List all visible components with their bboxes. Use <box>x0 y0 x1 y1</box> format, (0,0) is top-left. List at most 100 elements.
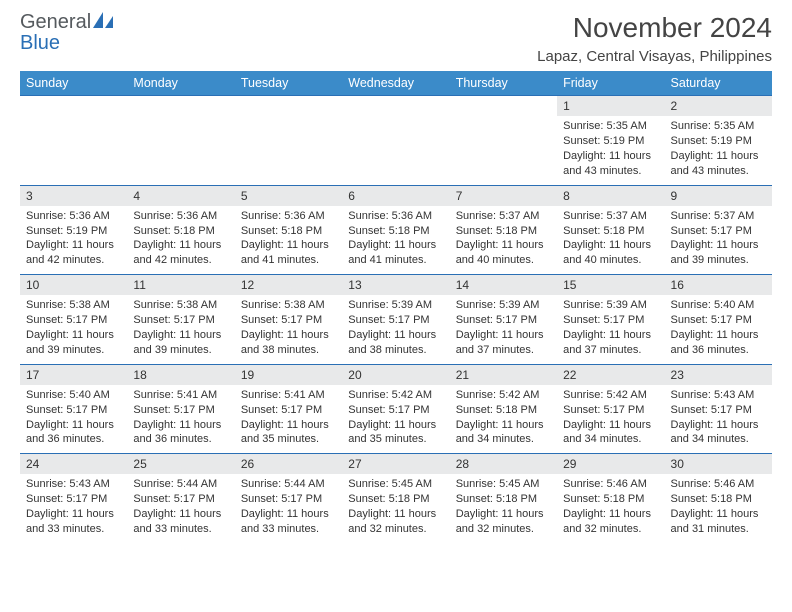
sunset-text: Sunset: 5:17 PM <box>133 492 228 507</box>
sunset-text: Sunset: 5:17 PM <box>671 313 766 328</box>
calendar-day-cell <box>342 96 449 186</box>
sunrise-text: Sunrise: 5:39 AM <box>563 298 658 313</box>
weekday-header: Sunday <box>20 71 127 96</box>
daylight-line2: and 40 minutes. <box>563 253 658 268</box>
daylight-line2: and 40 minutes. <box>456 253 551 268</box>
calendar-day-cell: 11Sunrise: 5:38 AMSunset: 5:17 PMDayligh… <box>127 275 234 365</box>
day-number: 22 <box>557 365 664 385</box>
calendar-day-cell: 1Sunrise: 5:35 AMSunset: 5:19 PMDaylight… <box>557 96 664 186</box>
sunset-text: Sunset: 5:19 PM <box>563 134 658 149</box>
page-title: November 2024 <box>537 12 772 44</box>
day-number: 19 <box>235 365 342 385</box>
daylight-line1: Daylight: 11 hours <box>456 238 551 253</box>
calendar-day-cell <box>20 96 127 186</box>
sunset-text: Sunset: 5:17 PM <box>133 403 228 418</box>
day-number: 30 <box>665 454 772 474</box>
daylight-line2: and 41 minutes. <box>241 253 336 268</box>
day-number: 5 <box>235 186 342 206</box>
day-number: 25 <box>127 454 234 474</box>
calendar-day-cell <box>450 96 557 186</box>
day-content: Sunrise: 5:41 AMSunset: 5:17 PMDaylight:… <box>235 385 342 453</box>
day-content: Sunrise: 5:46 AMSunset: 5:18 PMDaylight:… <box>665 474 772 542</box>
sunset-text: Sunset: 5:17 PM <box>563 313 658 328</box>
daylight-line2: and 34 minutes. <box>456 432 551 447</box>
sunrise-text: Sunrise: 5:40 AM <box>671 298 766 313</box>
day-content: Sunrise: 5:42 AMSunset: 5:17 PMDaylight:… <box>342 385 449 453</box>
calendar-day-cell: 13 Sunrise: 5:39 AMSunset: 5:17 PMDayligh… <box>342 275 449 365</box>
daylight-line1: Daylight: 11 hours <box>563 238 658 253</box>
sunset-text: Sunset: 5:17 PM <box>671 224 766 239</box>
sunset-text: Sunset: 5:18 PM <box>563 492 658 507</box>
sunrise-text: Sunrise: 5:42 AM <box>456 388 551 403</box>
day-number: 28 <box>450 454 557 474</box>
day-number: 8 <box>557 186 664 206</box>
day-content: Sunrise: 5:35 AMSunset: 5:19 PMDaylight:… <box>557 116 664 184</box>
daylight-line1: Daylight: 11 hours <box>456 507 551 522</box>
daylight-line2: and 42 minutes. <box>133 253 228 268</box>
daylight-line1: Daylight: 11 hours <box>671 418 766 433</box>
brand-logo: General Blue <box>20 12 115 54</box>
day-number: 16 <box>665 275 772 295</box>
day-number: 20 <box>342 365 449 385</box>
daylight-line1: Daylight: 11 hours <box>26 328 121 343</box>
daylight-line2: and 33 minutes. <box>133 522 228 537</box>
daylight-line2: and 43 minutes. <box>671 164 766 179</box>
day-content: Sunrise: 5:37 AMSunset: 5:17 PMDaylight:… <box>665 206 772 274</box>
daylight-line1: Daylight: 11 hours <box>671 507 766 522</box>
sunset-text: Sunset: 5:18 PM <box>456 492 551 507</box>
calendar-day-cell: 27Sunrise: 5:45 AMSunset: 5:18 PMDayligh… <box>342 454 449 543</box>
calendar-day-cell: 5Sunrise: 5:36 AMSunset: 5:18 PMDaylight… <box>235 185 342 275</box>
daylight-line1: Daylight: 11 hours <box>671 328 766 343</box>
calendar-day-cell: 3Sunrise: 5:36 AMSunset: 5:19 PMDaylight… <box>20 185 127 275</box>
calendar-day-cell: 12Sunrise: 5:38 AMSunset: 5:17 PMDayligh… <box>235 275 342 365</box>
daylight-line1: Daylight: 11 hours <box>563 507 658 522</box>
sunrise-text: Sunrise: 5:35 AM <box>671 119 766 134</box>
sunset-text: Sunset: 5:19 PM <box>671 134 766 149</box>
daylight-line1: Daylight: 11 hours <box>348 418 443 433</box>
calendar-day-cell: 24Sunrise: 5:43 AMSunset: 5:17 PMDayligh… <box>20 454 127 543</box>
day-number: 6 <box>342 186 449 206</box>
sunrise-text: Sunrise: 5:39 AM <box>348 298 443 313</box>
weekday-header: Monday <box>127 71 234 96</box>
calendar-day-cell: 14Sunrise: 5:39 AMSunset: 5:17 PMDayligh… <box>450 275 557 365</box>
sunrise-text: Sunrise: 5:37 AM <box>563 209 658 224</box>
day-content: Sunrise: 5:38 AMSunset: 5:17 PMDaylight:… <box>235 295 342 363</box>
calendar-day-cell: 25Sunrise: 5:44 AMSunset: 5:17 PMDayligh… <box>127 454 234 543</box>
calendar-week-row: 17Sunrise: 5:40 AMSunset: 5:17 PMDayligh… <box>20 364 772 454</box>
sunrise-text: Sunrise: 5:35 AM <box>563 119 658 134</box>
day-number: 29 <box>557 454 664 474</box>
sunset-text: Sunset: 5:17 PM <box>563 403 658 418</box>
sunset-text: Sunset: 5:19 PM <box>26 224 121 239</box>
calendar-day-cell: 28Sunrise: 5:45 AMSunset: 5:18 PMDayligh… <box>450 454 557 543</box>
daylight-line2: and 34 minutes. <box>671 432 766 447</box>
sunrise-text: Sunrise: 5:42 AM <box>563 388 658 403</box>
daylight-line1: Daylight: 11 hours <box>26 418 121 433</box>
daylight-line1: Daylight: 11 hours <box>563 149 658 164</box>
daylight-line1: Daylight: 11 hours <box>348 328 443 343</box>
daylight-line1: Daylight: 11 hours <box>241 507 336 522</box>
title-block: November 2024 Lapaz, Central Visayas, Ph… <box>537 12 772 65</box>
calendar-day-cell: 22Sunrise: 5:42 AMSunset: 5:17 PMDayligh… <box>557 364 664 454</box>
day-number: 23 <box>665 365 772 385</box>
daylight-line1: Daylight: 11 hours <box>133 238 228 253</box>
day-content: Sunrise: 5:44 AMSunset: 5:17 PMDaylight:… <box>127 474 234 542</box>
day-number: 1 <box>557 96 664 116</box>
day-number: 13 <box>342 275 449 295</box>
calendar-day-cell: 30Sunrise: 5:46 AMSunset: 5:18 PMDayligh… <box>665 454 772 543</box>
calendar-day-cell: 7Sunrise: 5:37 AMSunset: 5:18 PMDaylight… <box>450 185 557 275</box>
sunrise-text: Sunrise: 5:45 AM <box>348 477 443 492</box>
daylight-line1: Daylight: 11 hours <box>456 328 551 343</box>
calendar-day-cell: 10Sunrise: 5:38 AMSunset: 5:17 PMDayligh… <box>20 275 127 365</box>
day-content: Sunrise: 5:36 AMSunset: 5:18 PMDaylight:… <box>127 206 234 274</box>
sunrise-text: Sunrise: 5:37 AM <box>671 209 766 224</box>
sunset-text: Sunset: 5:17 PM <box>348 313 443 328</box>
sunset-text: Sunset: 5:17 PM <box>26 403 121 418</box>
day-content: Sunrise: 5:38 AMSunset: 5:17 PMDaylight:… <box>127 295 234 363</box>
calendar-week-row: 10Sunrise: 5:38 AMSunset: 5:17 PMDayligh… <box>20 275 772 365</box>
day-content: Sunrise: 5:40 AMSunset: 5:17 PMDaylight:… <box>20 385 127 453</box>
day-content: Sunrise: 5:37 AMSunset: 5:18 PMDaylight:… <box>450 206 557 274</box>
daylight-line2: and 39 minutes. <box>133 343 228 358</box>
day-content: Sunrise: 5:40 AMSunset: 5:17 PMDaylight:… <box>665 295 772 363</box>
sunrise-text: Sunrise: 5:37 AM <box>456 209 551 224</box>
weekday-header: Friday <box>557 71 664 96</box>
